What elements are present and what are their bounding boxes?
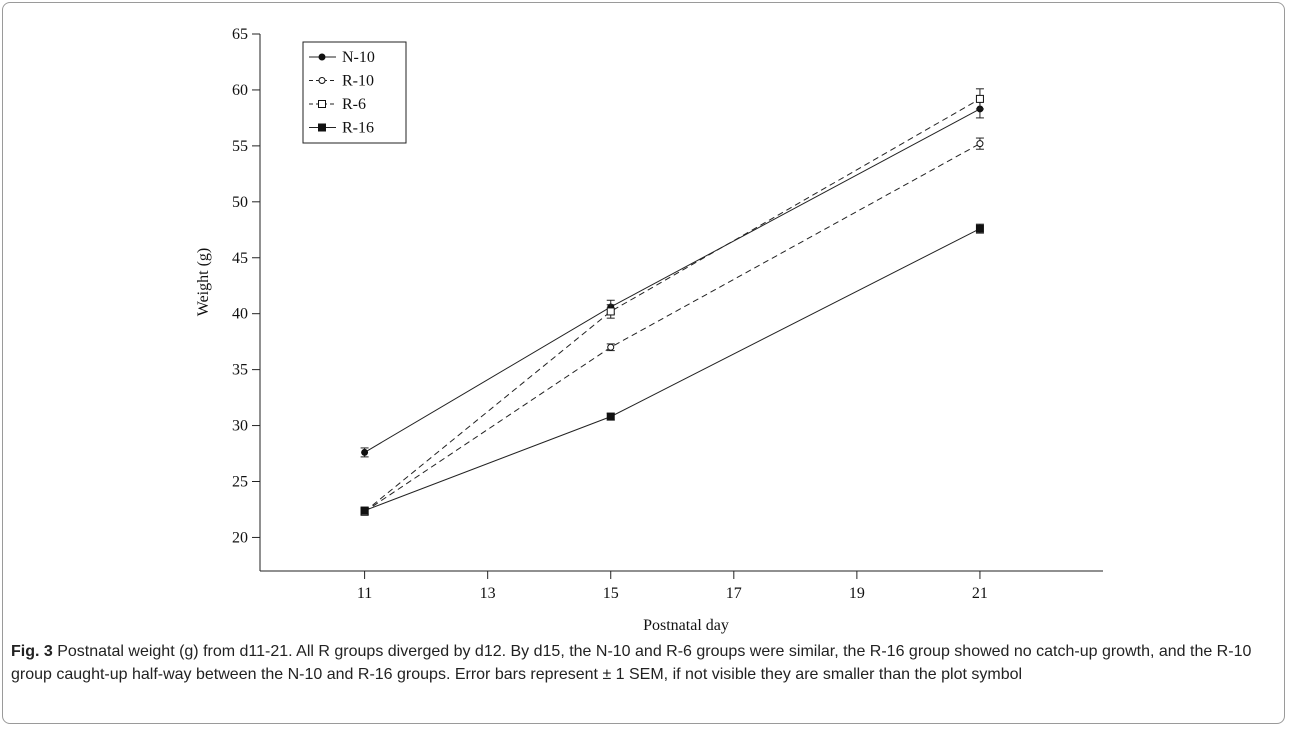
- x-tick-label: 15: [603, 585, 619, 602]
- x-tick-label: 21: [972, 585, 988, 602]
- data-point: [606, 307, 615, 316]
- data-point: [607, 343, 615, 351]
- series-R-6: [360, 88, 984, 516]
- legend-marker: [318, 77, 326, 84]
- series-R-10: [360, 137, 984, 516]
- y-tick-label: 30: [232, 418, 248, 435]
- data-point: [360, 506, 369, 515]
- y-axis-label: Weight (g): [195, 248, 212, 316]
- caption-text: Postnatal weight (g) from d11-21. All R …: [11, 643, 1252, 683]
- legend-marker: [318, 123, 326, 132]
- legend-marker: [318, 53, 326, 61]
- series-line: [364, 143, 981, 513]
- figure-label: Fig. 3: [11, 643, 53, 660]
- legend-entry: R-6: [309, 96, 366, 113]
- data-point: [606, 412, 615, 421]
- y-tick-label: 35: [232, 362, 248, 379]
- legend-entry: R-10: [309, 73, 374, 90]
- legend-marker: [318, 100, 326, 108]
- chart-axes: 20 25 30 35 40 45 50 55 60 65 11 13 15 17 19 21: [232, 26, 1103, 602]
- x-tick-label: 13: [480, 585, 496, 602]
- series-R-16: [360, 223, 984, 515]
- data-point: [361, 448, 369, 456]
- data-point: [975, 94, 984, 103]
- data-point: [976, 140, 984, 148]
- y-tick-label: 45: [232, 250, 248, 267]
- data-point: [975, 224, 984, 233]
- chart-legend: N-10 R-10 R-6 R-16: [302, 41, 407, 144]
- legend-label: R-6: [342, 96, 366, 113]
- series-N-10: [360, 99, 984, 458]
- y-tick-label: 40: [232, 306, 248, 323]
- y-tick-label: 65: [232, 26, 248, 43]
- figure-caption: Fig. 3 Postnatal weight (g) from d11-21.…: [11, 640, 1273, 686]
- series-line: [364, 108, 981, 453]
- y-tick-label: 55: [232, 138, 248, 155]
- legend-label: N-10: [342, 49, 375, 66]
- y-tick-label: 50: [232, 194, 248, 211]
- x-tick-label: 19: [849, 585, 865, 602]
- x-axis-label: Postnatal day: [643, 617, 729, 634]
- x-tick-label: 11: [357, 585, 372, 602]
- legend-entry: N-10: [309, 49, 375, 66]
- y-tick-label: 20: [232, 529, 248, 546]
- y-tick-label: 60: [232, 82, 248, 99]
- chart-series: [360, 88, 984, 516]
- series-line: [364, 228, 981, 512]
- y-tick-label: 25: [232, 474, 248, 491]
- line-chart: 20 25 30 35 40 45 50 55 60 65 11 13 15 17 19 21 N-10 R-1…: [195, 26, 1103, 634]
- x-tick-label: 17: [726, 585, 742, 602]
- series-line: [364, 98, 981, 513]
- legend-label: R-16: [342, 120, 374, 137]
- legend-label: R-10: [342, 73, 374, 90]
- legend-entry: R-16: [309, 120, 374, 137]
